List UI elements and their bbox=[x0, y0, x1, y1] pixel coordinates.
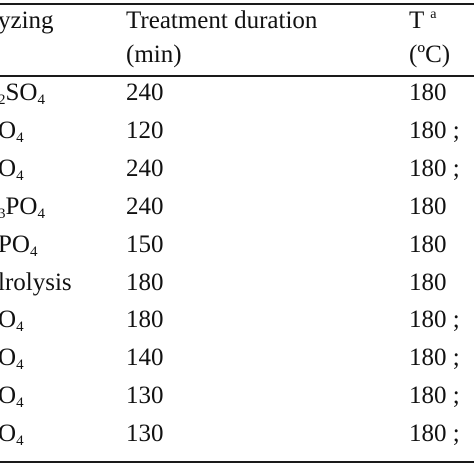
duration-cell: 240 bbox=[126, 79, 164, 106]
reagent-main: SO bbox=[5, 79, 38, 106]
temperature-cell: 180 bbox=[409, 230, 447, 258]
reagent-main: O bbox=[0, 116, 17, 144]
reagent-sub: 4 bbox=[16, 395, 24, 412]
reagent-sub: 4 bbox=[16, 319, 24, 336]
reagent-cell: lrolysis bbox=[0, 268, 72, 298]
reagent-main: O bbox=[0, 344, 17, 372]
duration-cell: 180 bbox=[126, 306, 164, 334]
reagent-sub: 4 bbox=[29, 243, 38, 260]
reagent-sub: 4 bbox=[37, 205, 45, 222]
header-duration-label: Treatment duration bbox=[126, 7, 318, 34]
reagent-cell: O4 bbox=[0, 305, 24, 335]
reagent-main: PO bbox=[0, 230, 30, 258]
reagent-cell: 3PO4 bbox=[0, 192, 45, 222]
reagent-sub: 4 bbox=[16, 129, 24, 146]
reagent-sub: 4 bbox=[16, 433, 24, 450]
reagent-cell: O4 bbox=[0, 343, 24, 373]
reagent-sub: 4 bbox=[16, 167, 24, 184]
duration-cell: 140 bbox=[126, 344, 164, 372]
duration-cell: 120 bbox=[126, 116, 164, 144]
reagent-cell: 2SO4 bbox=[0, 78, 45, 108]
duration-cell: 150 bbox=[126, 230, 164, 258]
reagent-main: PO bbox=[5, 192, 38, 220]
temperature-cell: 180 ; bbox=[409, 306, 460, 334]
duration-cell: 240 bbox=[126, 192, 164, 220]
top-rule bbox=[0, 3, 474, 5]
duration-cell: 130 bbox=[126, 382, 164, 410]
header-col1: yzing bbox=[0, 7, 54, 34]
reagent-cell: PO4 bbox=[0, 230, 37, 260]
temperature-cell: 180 ; bbox=[409, 420, 460, 448]
reagent-sub: 4 bbox=[16, 357, 24, 374]
duration-cell: 130 bbox=[126, 420, 164, 448]
temperature-cell: 180 bbox=[409, 268, 447, 296]
duration-cell: 180 bbox=[126, 268, 164, 296]
header-duration-unit: (min) bbox=[126, 41, 182, 68]
reagent-cell: O4 bbox=[0, 381, 24, 411]
reagent-cell: O4 bbox=[0, 154, 24, 184]
header-temperature-symbol: T bbox=[409, 7, 425, 34]
temperature-cell: 180 ; bbox=[409, 382, 460, 410]
temperature-cell: 180 ; bbox=[409, 154, 460, 182]
header-temperature-footnote: a bbox=[430, 7, 437, 22]
temperature-cell: 180 bbox=[409, 192, 447, 220]
temperature-cell: 180 bbox=[409, 79, 447, 106]
reagent-prefix: 2 bbox=[0, 92, 6, 108]
reagent-main: lrolysis bbox=[0, 268, 72, 296]
reagent-main: O bbox=[0, 154, 17, 182]
temperature-cell: 180 ; bbox=[409, 344, 460, 372]
header-rule bbox=[0, 75, 474, 77]
reagent-main: O bbox=[0, 382, 17, 410]
reagent-main: O bbox=[0, 420, 17, 448]
reagent-cell: O4 bbox=[0, 419, 24, 449]
reagent-prefix: 3 bbox=[0, 205, 6, 222]
duration-cell: 240 bbox=[126, 154, 164, 182]
reagent-sub: 4 bbox=[37, 92, 45, 108]
header-temperature-unit: (ºC) bbox=[409, 41, 451, 68]
reagent-main: O bbox=[0, 306, 17, 334]
temperature-cell: 180 ; bbox=[409, 116, 460, 144]
reagent-cell: O4 bbox=[0, 116, 24, 146]
bottom-rule bbox=[0, 461, 474, 463]
